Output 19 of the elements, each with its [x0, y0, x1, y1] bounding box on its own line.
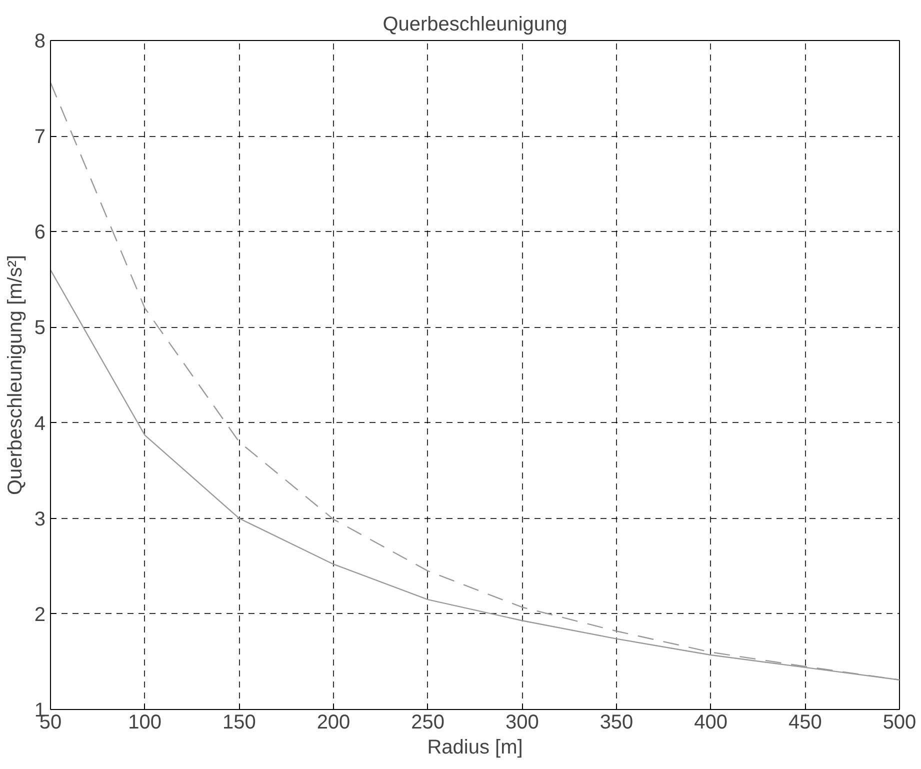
x-tick-label: 350 — [600, 712, 634, 734]
chart-title: Querbeschleunigung — [382, 14, 568, 36]
y-tick-label: 4 — [34, 412, 46, 435]
x-tick-label: 400 — [694, 712, 728, 734]
x-tick-label: 150 — [222, 712, 256, 734]
y-tick-label: 7 — [34, 126, 46, 148]
x-tick-label: 250 — [411, 712, 445, 734]
x-tick-label: 200 — [316, 712, 350, 734]
y-tick-label: 2 — [34, 604, 46, 626]
x-tick-label: 450 — [788, 712, 822, 734]
y-tick-label: 3 — [34, 508, 46, 530]
y-tick-label: 6 — [34, 222, 46, 244]
x-tick-label: 500 — [882, 712, 916, 734]
x-tick-label: 300 — [505, 712, 539, 734]
x-axis-title: Radius [m] — [427, 736, 523, 758]
y-axis-title: Querbeschleunigung [m/s²] — [4, 254, 26, 496]
y-tick-label: 8 — [34, 30, 46, 52]
y-tick-label: 5 — [34, 317, 46, 340]
x-tick-label: 100 — [128, 712, 162, 734]
